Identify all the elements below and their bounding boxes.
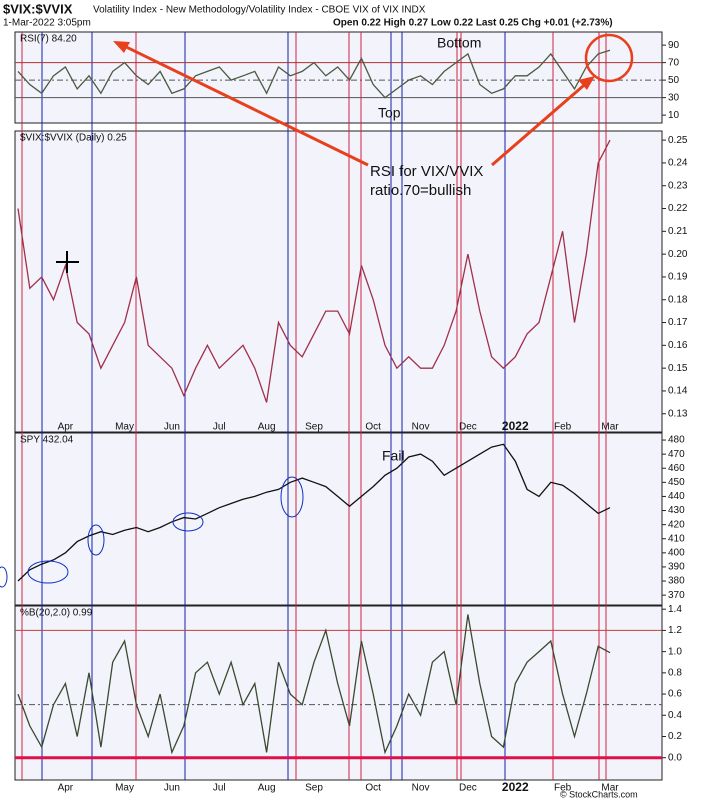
y-tick-label: 0.17 — [668, 317, 688, 328]
panel-title: RSI(7) 84.20 — [20, 34, 77, 45]
panel-title: $VIX:$VVIX (Daily) 0.25 — [20, 133, 127, 144]
y-tick-label: 0.4 — [668, 710, 682, 721]
annotation: ratio.70=bullish — [370, 182, 471, 199]
y-tick-label: 480 — [668, 435, 685, 446]
annotation: Top — [378, 105, 401, 121]
y-tick-label: 0.19 — [668, 272, 688, 283]
y-tick-label: 420 — [668, 519, 685, 530]
x-tick-label: Apr — [58, 783, 74, 794]
y-tick-label: 0.22 — [668, 203, 688, 214]
x-tick-label: Mar — [601, 783, 619, 794]
y-tick-label: 460 — [668, 463, 685, 474]
x-tick-label: Aug — [258, 783, 276, 794]
y-tick-label: 0.6 — [668, 689, 682, 700]
x-tick-label: Feb — [554, 422, 572, 433]
y-tick-label: 0.23 — [668, 180, 688, 191]
arrow — [491, 78, 591, 167]
date: 1-Mar-2022 3:05pm — [3, 18, 91, 29]
y-tick-label: 430 — [668, 505, 685, 516]
highlight-ellipse — [87, 524, 105, 556]
y-tick-label: 0.16 — [668, 340, 688, 351]
x-tick-label: Oct — [365, 783, 381, 794]
y-tick-label: 450 — [668, 477, 685, 488]
y-tick-label: 30 — [668, 92, 680, 103]
y-tick-label: 0.24 — [668, 158, 688, 169]
y-tick-label: 0.0 — [668, 752, 682, 763]
annotation: Bottom — [437, 35, 481, 51]
annotation: RSI for VIX/VVIX — [370, 163, 483, 180]
data-line — [17, 49, 611, 99]
x-tick-label: Aug — [258, 422, 276, 433]
x-tick-label: Jul — [213, 422, 226, 433]
y-tick-label: 70 — [668, 57, 680, 68]
x-tick-label: Oct — [365, 422, 381, 433]
x-tick-label: Jul — [213, 783, 226, 794]
y-tick-label: 380 — [668, 576, 685, 587]
x-tick-label: May — [115, 422, 134, 433]
x-tick-label: Nov — [412, 422, 430, 433]
y-tick-label: 440 — [668, 491, 685, 502]
x-tick-label: Dec — [459, 783, 477, 794]
highlight-circle — [584, 33, 634, 83]
x-tick-label: Jun — [164, 422, 180, 433]
y-tick-label: 400 — [668, 547, 685, 558]
crosshair — [56, 251, 79, 273]
x-tick-label: May — [115, 783, 134, 794]
annotation: Fail — [382, 448, 405, 464]
x-tick-label: Sep — [305, 783, 323, 794]
arrow-head — [113, 41, 130, 53]
y-tick-label: 370 — [668, 590, 685, 601]
highlight-ellipse — [0, 566, 8, 588]
x-tick-label: Sep — [305, 422, 323, 433]
y-tick-label: 410 — [668, 533, 685, 544]
x-tick-label: 2022 — [502, 419, 529, 433]
panel-background — [14, 31, 663, 124]
arrow — [117, 41, 369, 167]
y-tick-label: 90 — [668, 40, 680, 51]
y-tick-label: 1.2 — [668, 625, 682, 636]
y-tick-label: 50 — [668, 75, 680, 86]
y-tick-label: 0.18 — [668, 294, 688, 305]
x-tick-label: Feb — [554, 783, 572, 794]
y-tick-label: 470 — [668, 449, 685, 460]
x-tick-label: Jun — [164, 783, 180, 794]
highlight-ellipse — [280, 476, 304, 518]
highlight-ellipse — [172, 512, 204, 532]
data-line — [17, 139, 611, 403]
watermark: © StockCharts.com — [560, 789, 638, 799]
y-tick-label: 0.25 — [668, 135, 688, 146]
panel-background — [14, 432, 663, 606]
y-tick-label: 0.2 — [668, 731, 682, 742]
y-tick-label: 10 — [668, 110, 680, 121]
arrow-head — [578, 76, 595, 90]
data-line — [17, 614, 611, 755]
y-tick-label: 0.13 — [668, 408, 688, 419]
y-tick-label: 1.4 — [668, 604, 682, 615]
y-tick-label: 0.15 — [668, 363, 688, 374]
highlight-ellipse — [27, 560, 69, 584]
panel-background — [14, 605, 663, 781]
y-tick-label: 0.21 — [668, 226, 688, 237]
x-tick-label: Apr — [58, 422, 74, 433]
y-tick-label: 0.14 — [668, 386, 688, 397]
x-tick-label: Dec — [459, 422, 477, 433]
y-tick-label: 0.20 — [668, 249, 688, 260]
panel-background — [14, 130, 663, 433]
panel-title: SPY 432.04 — [20, 435, 74, 446]
x-tick-label: 2022 — [502, 780, 529, 794]
quote: Open 0.22 High 0.27 Low 0.22 Last 0.25 C… — [333, 18, 613, 29]
data-line — [17, 443, 611, 582]
panel-title: %B(20,2.0) 0.99 — [20, 608, 93, 619]
chart-subtitle: Volatility Index - New Methodology/Volat… — [93, 5, 426, 16]
x-tick-label: Mar — [601, 422, 619, 433]
chart-title: $VIX:$VVIX — [3, 1, 73, 16]
y-tick-label: 1.0 — [668, 646, 682, 657]
x-tick-label: Nov — [412, 783, 430, 794]
y-tick-label: 390 — [668, 562, 685, 573]
y-tick-label: 0.8 — [668, 667, 682, 678]
